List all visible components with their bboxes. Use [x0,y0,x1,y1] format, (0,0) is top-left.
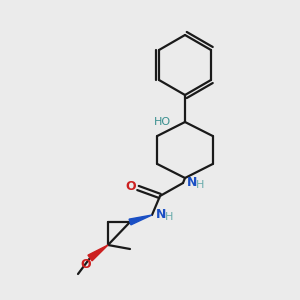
Text: N: N [187,176,197,190]
Text: H: H [165,212,173,222]
Text: HO: HO [154,117,171,127]
Text: O: O [126,181,136,194]
Polygon shape [88,245,108,261]
Text: H: H [196,180,204,190]
Polygon shape [129,215,152,225]
Text: N: N [156,208,166,221]
Text: O: O [81,257,91,271]
